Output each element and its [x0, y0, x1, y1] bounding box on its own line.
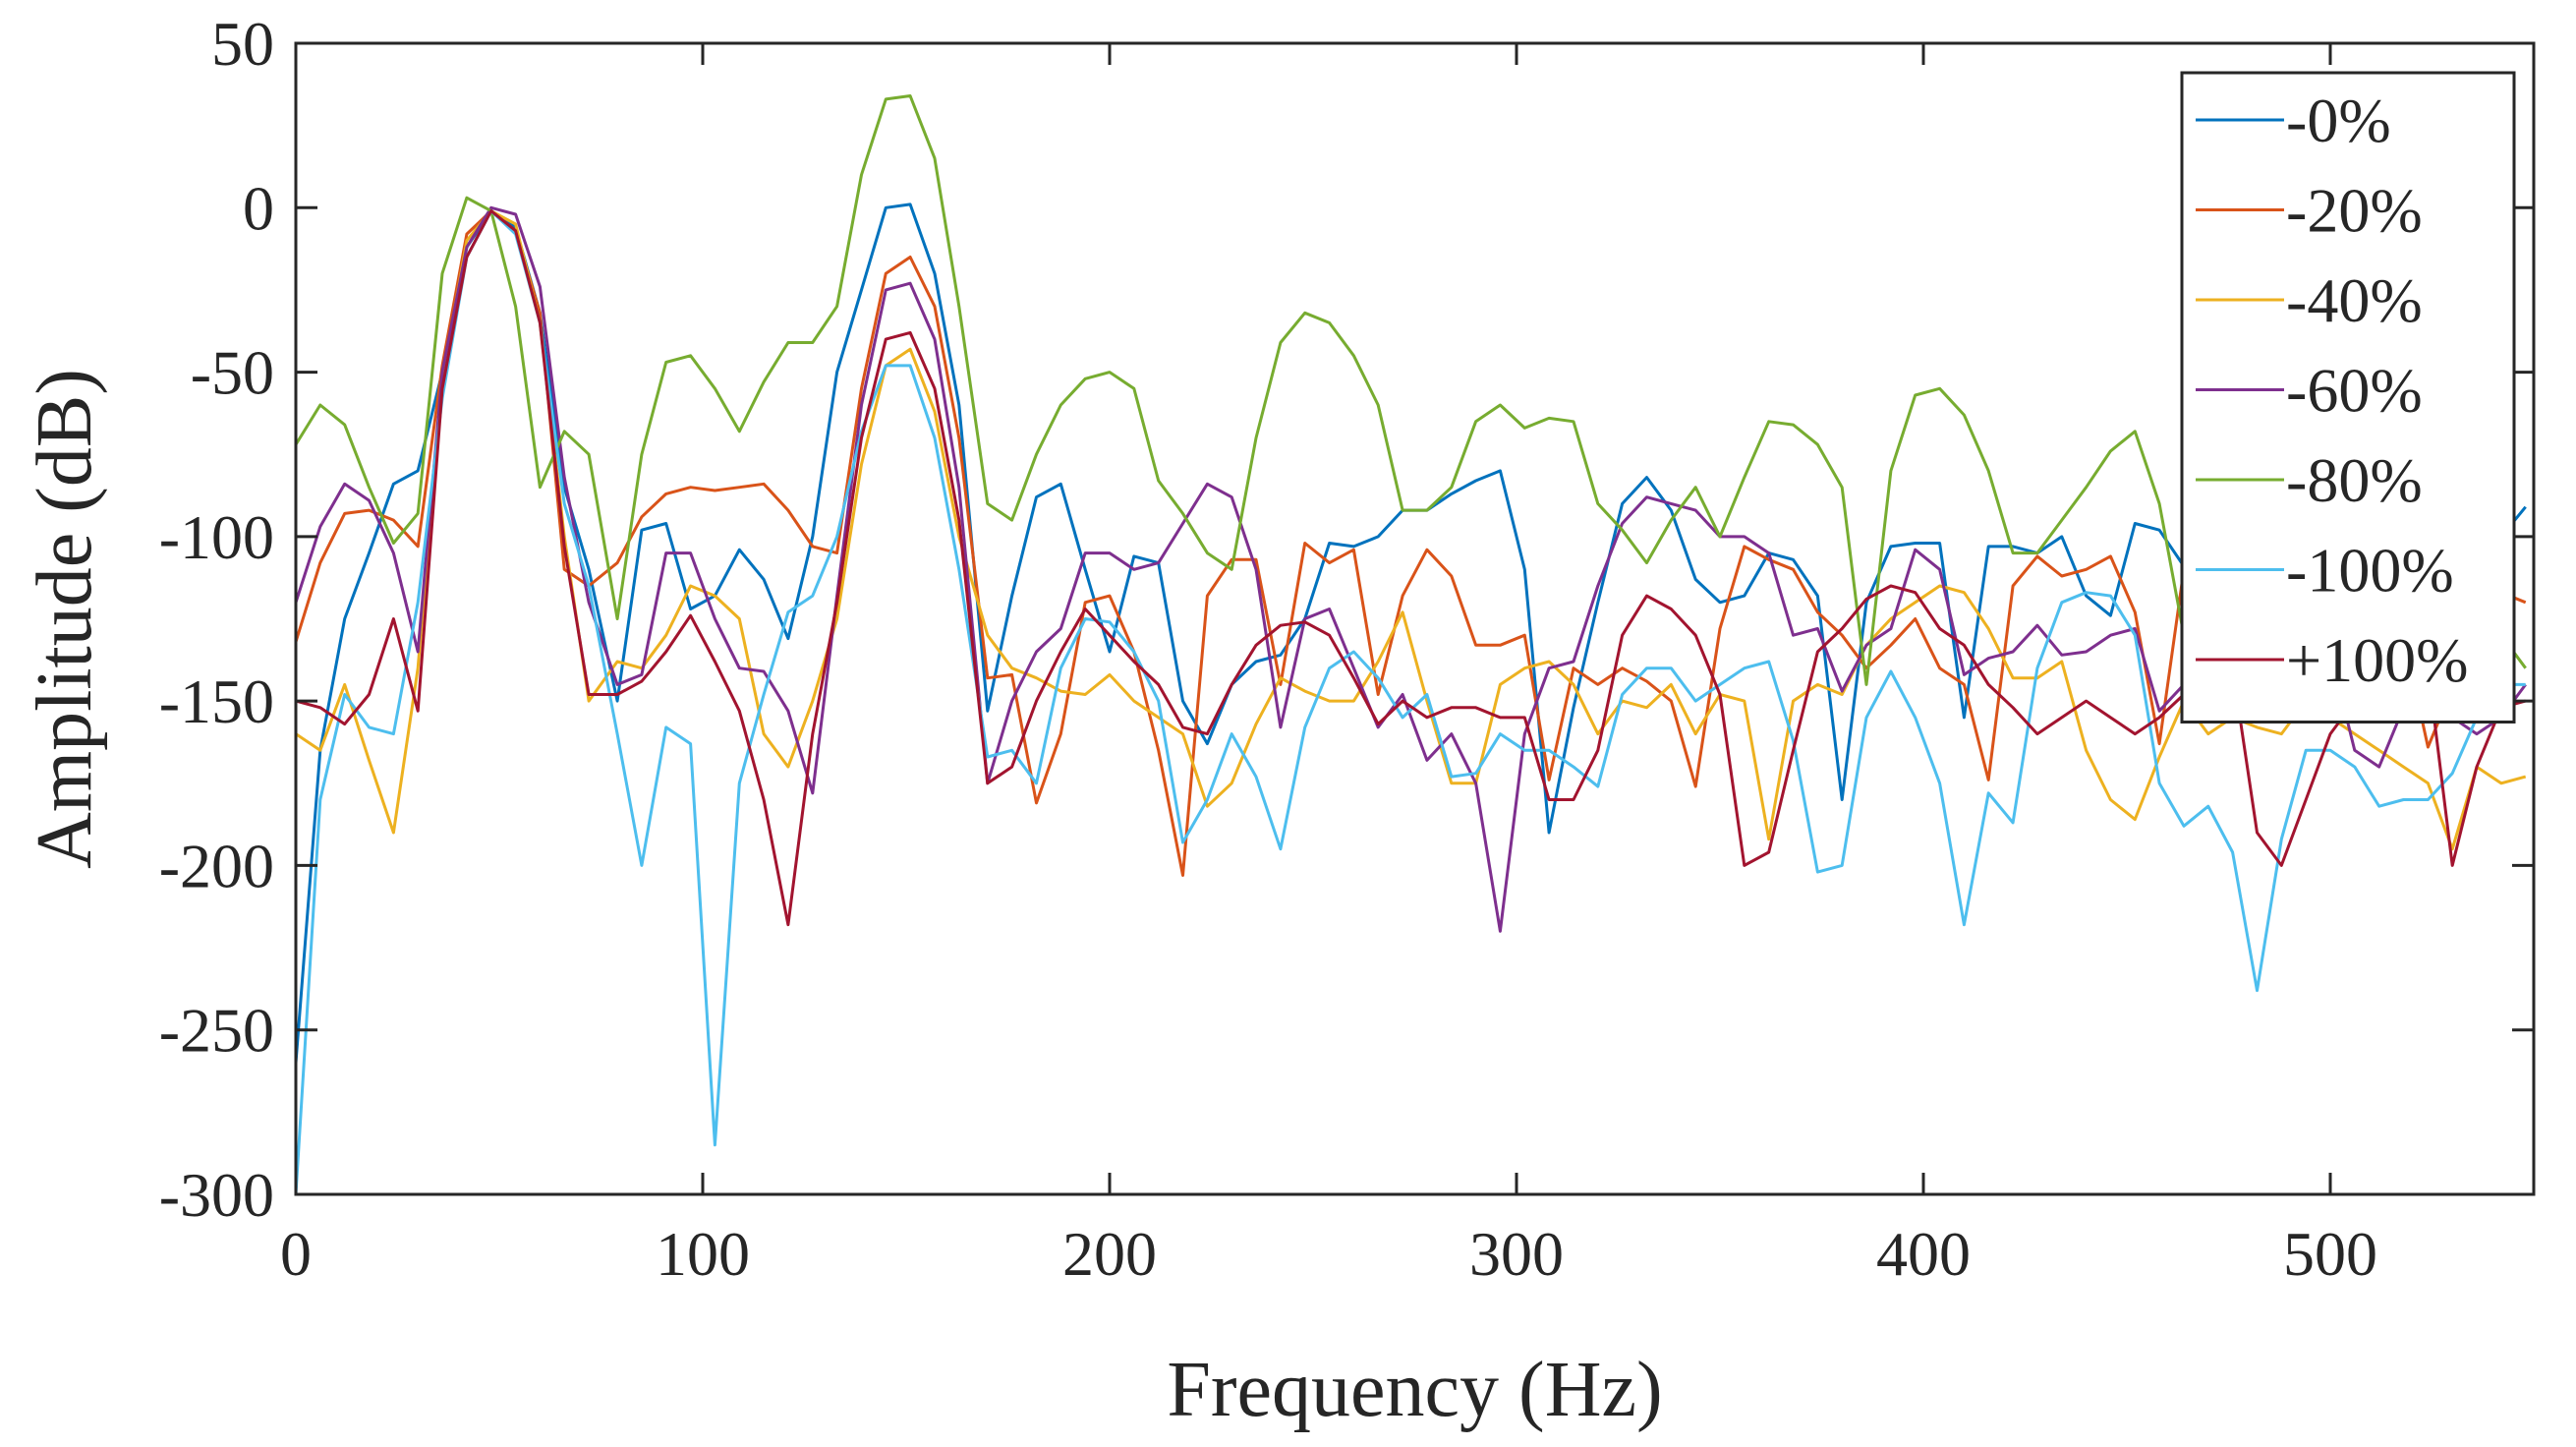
x-tick-label: 200 — [1062, 1219, 1157, 1289]
y-tick-label: -50 — [191, 338, 274, 408]
x-axis: 0 100 200 300 400 500 — [280, 43, 2377, 1289]
series-line-4 — [296, 94, 2527, 686]
y-tick-label: -150 — [159, 666, 274, 736]
legend-label-6[interactable]: +100% — [2286, 625, 2468, 695]
legend-label-0[interactable]: -0% — [2286, 86, 2391, 155]
legend-label-2[interactable]: -40% — [2286, 265, 2423, 335]
y-tick-label: -100 — [159, 502, 274, 572]
y-axis-title: Amplitude (dB) — [22, 369, 108, 869]
y-axis: 50 0 -50 -100 -150 -200 -250 -300 — [159, 9, 2534, 1230]
x-tick-label: 300 — [1469, 1219, 1564, 1289]
x-tick-label: 100 — [656, 1219, 750, 1289]
y-tick-label: 50 — [211, 9, 274, 79]
x-axis-title: Frequency (Hz) — [1167, 1347, 1662, 1433]
legend-label-4[interactable]: -80% — [2286, 445, 2423, 515]
series-line-5 — [296, 209, 2526, 1194]
plot-frame — [294, 41, 2536, 1196]
legend[interactable]: -0% -20% -40% -60% -80% -100% +100% — [2180, 71, 2516, 724]
legend-label-5[interactable]: -100% — [2286, 536, 2454, 606]
series-group — [296, 94, 2527, 1194]
y-tick-label: 0 — [243, 173, 274, 243]
series-line-6 — [296, 209, 2527, 927]
series-line-3 — [296, 205, 2527, 933]
y-tick-label: -300 — [159, 1160, 274, 1230]
legend-label-3[interactable]: -60% — [2286, 356, 2423, 426]
legend-label-1[interactable]: -20% — [2286, 176, 2423, 246]
y-tick-label: -250 — [159, 996, 274, 1066]
x-tick-label: 500 — [2283, 1219, 2377, 1289]
legend-box — [2180, 71, 2516, 724]
x-tick-label: 400 — [1876, 1219, 1971, 1289]
y-tick-label: -200 — [159, 831, 274, 900]
plot-area — [296, 43, 2534, 1194]
x-tick-label: 0 — [280, 1219, 312, 1289]
